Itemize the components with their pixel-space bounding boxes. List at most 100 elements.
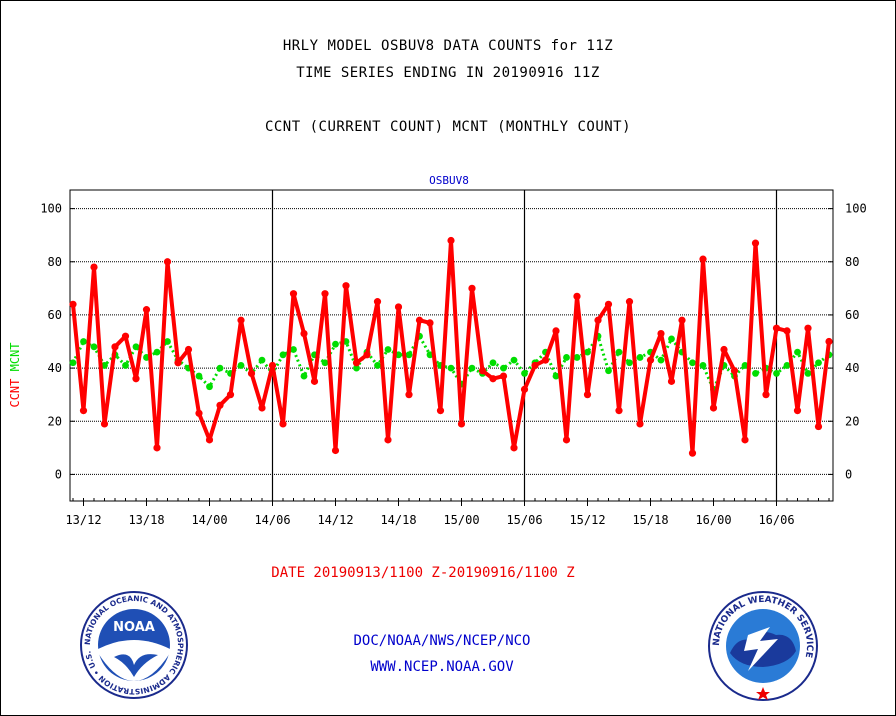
x-tick-label: 15/12 xyxy=(569,513,605,527)
grid-layer xyxy=(70,190,833,501)
data-point-ccnt xyxy=(331,446,340,455)
data-point-ccnt xyxy=(121,332,130,340)
y-tick-label-left: 20 xyxy=(48,414,62,428)
data-point-mcnt xyxy=(122,362,129,369)
data-point-ccnt xyxy=(457,420,466,428)
y-tick-label-right: 40 xyxy=(845,361,859,375)
data-point-ccnt xyxy=(825,337,833,346)
x-tick-label: 15/00 xyxy=(443,513,479,527)
data-point-ccnt xyxy=(373,298,382,306)
y-tick-label-right: 80 xyxy=(845,255,859,269)
data-point-mcnt xyxy=(216,364,224,372)
data-point-ccnt xyxy=(300,329,308,338)
data-point-mcnt xyxy=(321,359,329,367)
data-point-mcnt xyxy=(510,356,518,364)
y-tick-label-right: 100 xyxy=(845,202,867,216)
data-point-ccnt xyxy=(216,401,224,409)
y-tick-label-left: 40 xyxy=(48,361,62,375)
x-tick-label: 14/06 xyxy=(254,513,290,527)
series-layer xyxy=(69,236,833,457)
y-tick-label-left: 60 xyxy=(48,308,62,322)
data-point-ccnt xyxy=(174,359,182,367)
data-point-ccnt xyxy=(772,324,781,332)
data-point-ccnt xyxy=(111,343,119,351)
data-point-mcnt xyxy=(195,372,203,380)
y-tick-label-right: 60 xyxy=(845,308,859,322)
data-point-ccnt xyxy=(688,449,697,457)
data-point-ccnt xyxy=(499,372,508,380)
data-point-mcnt xyxy=(374,362,381,369)
data-point-ccnt xyxy=(268,361,277,370)
data-point-mcnt xyxy=(615,348,623,356)
data-point-ccnt xyxy=(384,436,392,444)
data-point-ccnt xyxy=(468,284,476,292)
data-point-ccnt xyxy=(678,316,686,324)
data-point-ccnt xyxy=(363,351,371,359)
y-tick-label-left: 80 xyxy=(48,255,62,269)
tick-layer: 0 0 20 20 40 40 60 60 80 80 100 100 13/12 13/18 14/00 1… xyxy=(40,202,866,527)
data-point-ccnt xyxy=(720,345,728,354)
y-axis-label: CCNT MCNT xyxy=(8,342,22,407)
data-point-ccnt xyxy=(604,300,613,308)
x-tick-label: 15/18 xyxy=(632,513,668,527)
data-point-ccnt xyxy=(667,377,676,385)
data-point-ccnt xyxy=(247,369,256,378)
data-point-ccnt xyxy=(289,290,298,298)
data-point-mcnt xyxy=(752,370,759,377)
x-tick-label: 16/00 xyxy=(695,513,731,527)
data-point-ccnt xyxy=(321,290,329,298)
data-point-mcnt xyxy=(279,351,287,359)
data-point-mcnt xyxy=(657,356,665,364)
data-point-mcnt xyxy=(500,364,507,372)
data-point-mcnt xyxy=(153,348,161,356)
y-axis-label-part: MCNT xyxy=(8,342,22,378)
data-point-ccnt xyxy=(405,391,413,399)
data-point-ccnt xyxy=(646,356,655,364)
data-point-mcnt xyxy=(636,354,644,361)
data-point-ccnt xyxy=(741,436,749,444)
data-point-ccnt xyxy=(594,316,602,324)
data-point-ccnt xyxy=(342,282,350,290)
data-point-ccnt xyxy=(69,300,77,308)
data-point-mcnt xyxy=(353,364,360,372)
data-point-mcnt xyxy=(668,335,675,343)
data-point-ccnt xyxy=(132,375,140,383)
data-point-ccnt xyxy=(709,404,718,412)
data-point-mcnt xyxy=(699,362,707,369)
data-point-ccnt xyxy=(142,306,151,314)
data-point-mcnt xyxy=(468,364,476,372)
y-tick-label-right: 20 xyxy=(845,414,859,428)
data-point-mcnt xyxy=(563,354,570,361)
y-tick-label-left: 0 xyxy=(55,467,62,481)
nws-logo: NATIONAL WEATHER SERVICE xyxy=(708,591,818,701)
chart-title-line-3: CCNT (CURRENT COUNT) MCNT (MONTHLY COUNT… xyxy=(264,119,632,135)
credit-line-1: DOC/NOAA/NWS/NCEP/NCO xyxy=(353,633,531,649)
data-point-mcnt xyxy=(489,359,497,367)
data-point-ccnt xyxy=(352,359,361,367)
data-point-mcnt xyxy=(384,346,392,353)
data-point-mcnt xyxy=(741,362,749,369)
data-point-ccnt xyxy=(279,420,287,428)
data-point-ccnt xyxy=(699,255,707,263)
series-ccnt xyxy=(69,236,833,457)
data-point-mcnt xyxy=(405,351,413,359)
data-point-ccnt xyxy=(436,407,445,415)
data-point-ccnt xyxy=(804,324,812,332)
data-point-mcnt xyxy=(132,343,140,351)
data-point-ccnt xyxy=(583,391,592,399)
plot-title: OSBUV8 xyxy=(429,174,469,187)
data-point-ccnt xyxy=(531,361,539,370)
data-point-mcnt xyxy=(626,359,633,367)
data-point-ccnt xyxy=(520,385,529,393)
data-point-ccnt xyxy=(310,377,319,385)
data-point-ccnt xyxy=(195,409,203,417)
series-line-mcnt xyxy=(71,334,830,391)
plot-border xyxy=(69,189,834,502)
data-point-mcnt xyxy=(290,346,297,353)
data-point-mcnt xyxy=(573,354,581,361)
credit-line-2: WWW.NCEP.NOAA.GOV xyxy=(370,659,514,675)
y-tick-label-right: 0 xyxy=(845,467,852,481)
data-point-ccnt xyxy=(730,367,739,375)
svg-text:NOAA: NOAA xyxy=(113,620,155,635)
data-point-mcnt xyxy=(164,338,171,345)
